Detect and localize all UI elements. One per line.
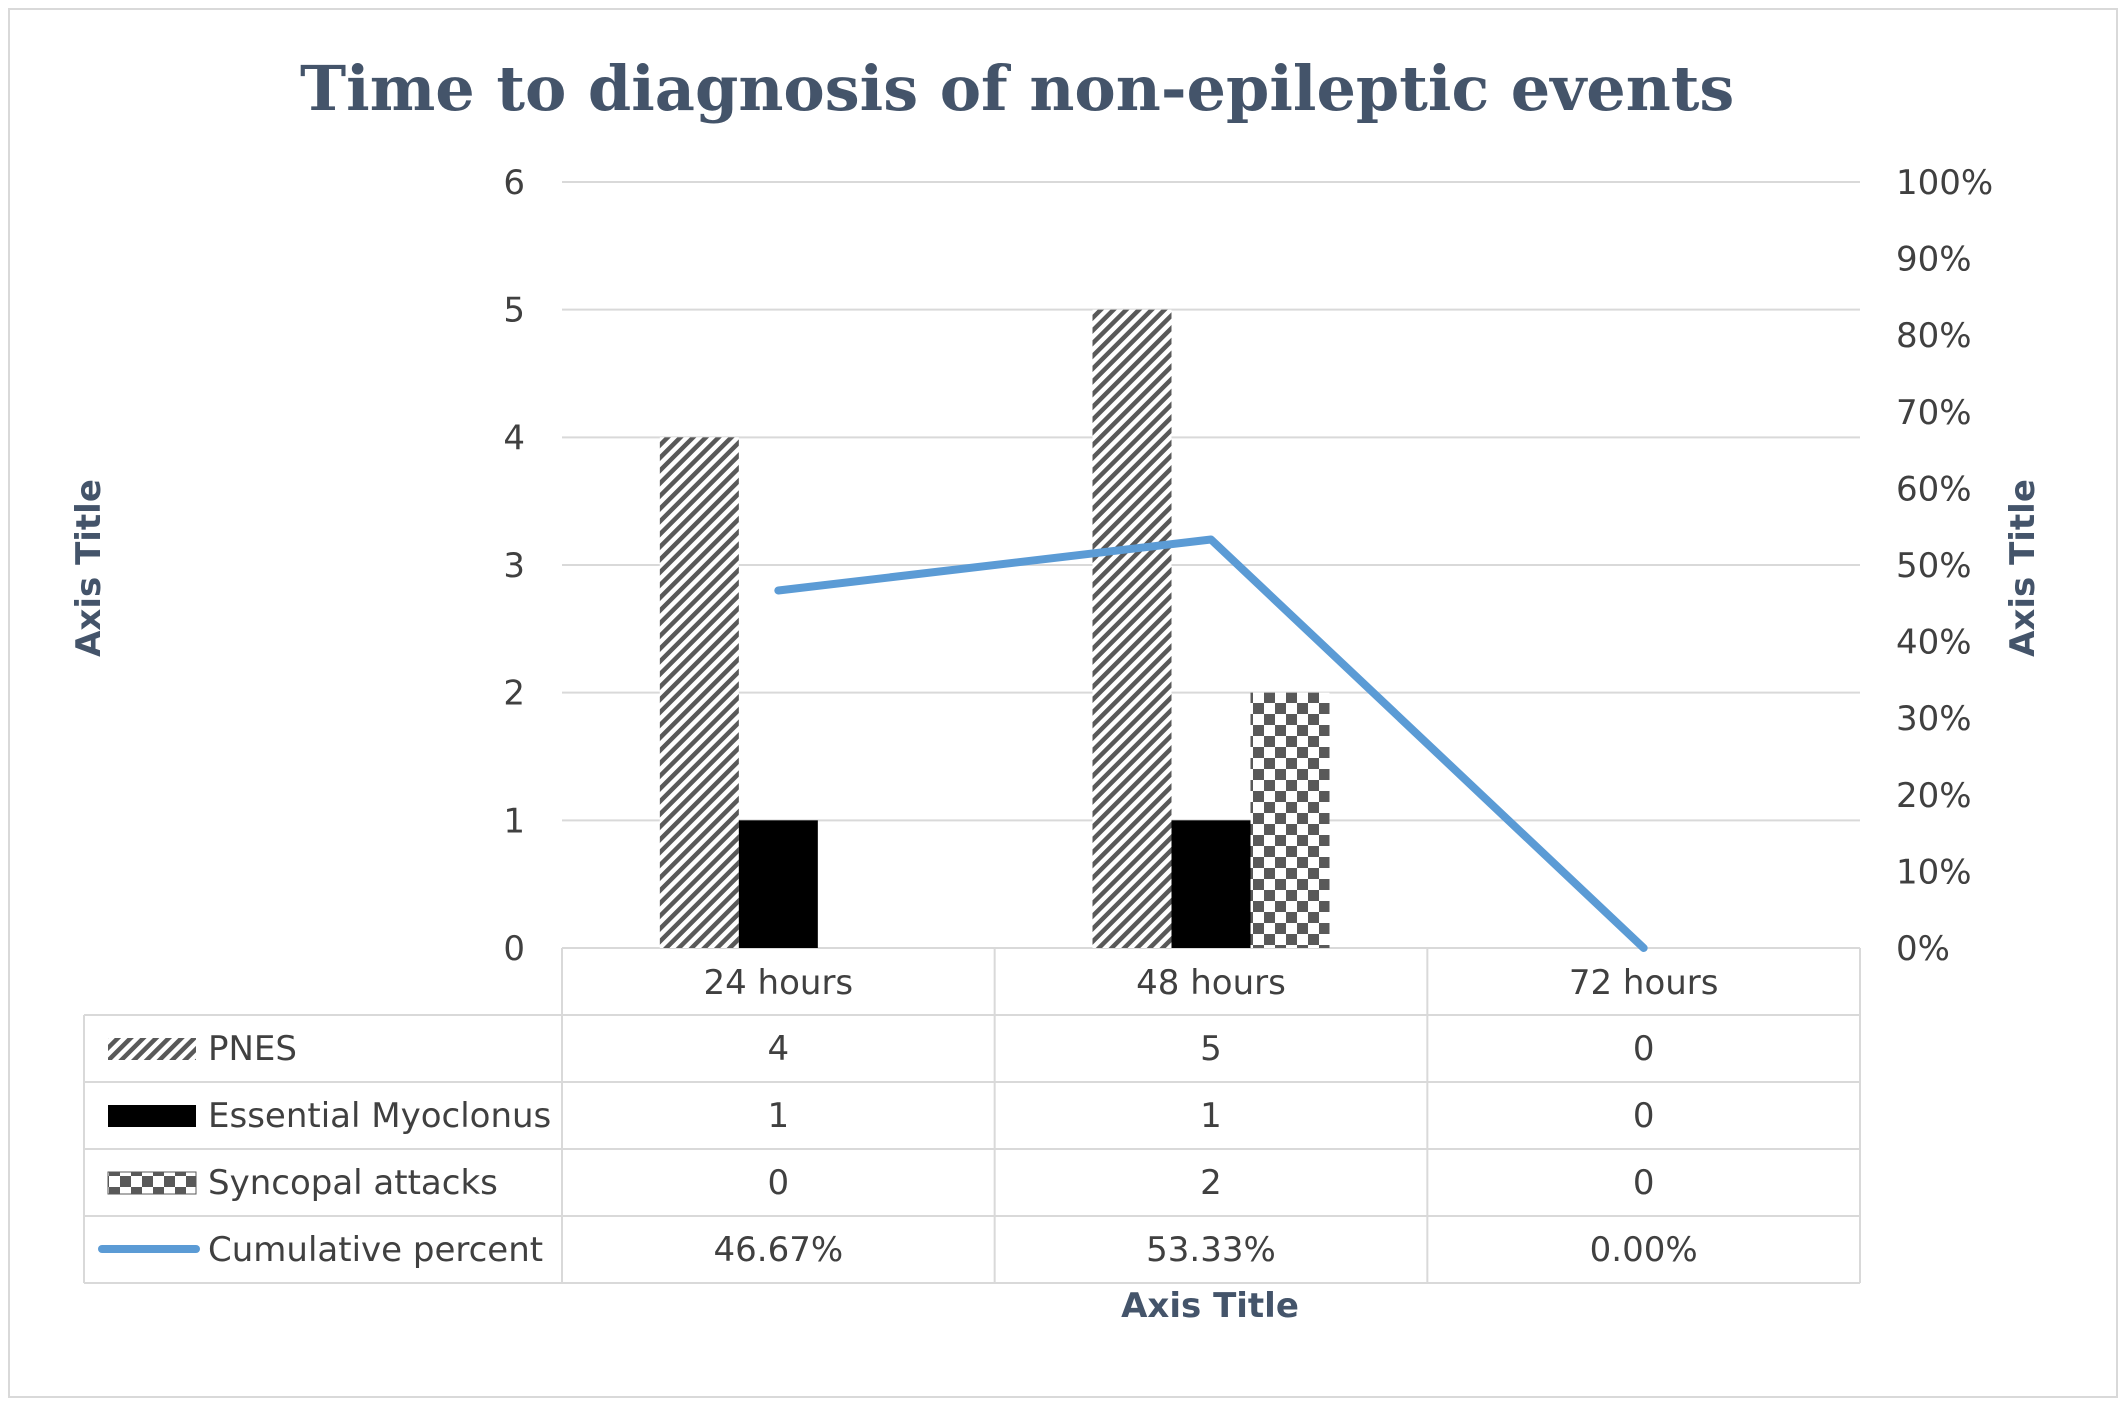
cumulative-line [774,535,1648,952]
table-category-label: 48 hours [1136,963,1286,1003]
y-tick-label: 2 [503,674,525,714]
y2-tick-label: 100% [1896,163,1993,203]
y2-tick-label: 90% [1896,240,1972,280]
bar-syncopal-attacks [1250,692,1330,948]
line-point [1643,947,1645,949]
y-tick-label: 4 [503,418,525,458]
line-point [777,590,779,592]
legend-key-essential-myoclonus [108,1105,196,1127]
table-cell-pnes: 4 [768,1029,790,1069]
y2-axis-title: Axis Title [2003,479,2043,657]
table-cell-pnes: 5 [1200,1029,1222,1069]
legend-key-syncopal-attacks [107,1171,197,1195]
legend-label-cumulative-percent: Cumulative percent [208,1230,543,1270]
x-axis-title: Axis Title [1121,1286,1299,1326]
bars [659,309,1330,949]
table-cell-cumulative-percent: 53.33% [1146,1230,1276,1270]
y2-axis-ticks: 0% 10% 20% 30% 40% 50% 60% 70% 80% 90% 100% [1896,163,1993,969]
y-tick-label: 5 [503,291,525,331]
data-table: 24 hours 48 hours 72 hours PNES 4 5 0 Essential… [83,948,1861,1284]
legend-label-syncopal-attacks: Syncopal attacks [208,1163,498,1203]
y2-tick-label: 40% [1896,623,1972,663]
bar-pnes [659,437,739,948]
y-tick-label: 3 [503,546,525,586]
bar-essential-myoclonus [1171,820,1251,948]
table-cell-syncopal-attacks: 0 [768,1163,790,1203]
y-axis-title: Axis Title [69,479,109,657]
chart-svg: Time to diagnosis of non-epileptic event… [69,52,2043,1326]
y2-tick-label: 0% [1896,929,1950,969]
bar-essential-myoclonus [738,820,818,948]
y2-tick-label: 60% [1896,469,1972,509]
y-tick-label: 6 [503,163,525,203]
y2-tick-label: 70% [1896,393,1972,433]
y2-tick-label: 80% [1896,316,1972,356]
y2-tick-label: 30% [1896,699,1972,739]
table-cell-essential-myoclonus: 1 [1200,1096,1222,1136]
legend-label-pnes: PNES [208,1029,297,1069]
chart-frame: Time to diagnosis of non-epileptic event… [8,8,2118,1398]
table-cell-essential-myoclonus: 1 [768,1096,790,1136]
table-cell-essential-myoclonus: 0 [1633,1096,1655,1136]
table-cell-syncopal-attacks: 0 [1633,1163,1655,1203]
line-point [1210,538,1212,540]
y-axis-ticks: 0 1 2 3 4 5 6 [503,163,525,969]
legend-key-pnes [108,1038,196,1060]
y2-tick-label: 20% [1896,776,1972,816]
bar-pnes [1092,309,1172,949]
chart-title: Time to diagnosis of non-epileptic event… [300,52,1734,125]
table-cell-pnes: 0 [1633,1029,1655,1069]
table-category-label: 72 hours [1569,963,1719,1003]
table-category-label: 24 hours [703,963,853,1003]
y-tick-label: 1 [503,801,525,841]
y-tick-label: 0 [503,929,525,969]
y2-tick-label: 50% [1896,546,1972,586]
table-cell-cumulative-percent: 0.00% [1590,1230,1698,1270]
table-cell-syncopal-attacks: 2 [1200,1163,1222,1203]
y2-tick-label: 10% [1896,852,1972,892]
legend-label-essential-myoclonus: Essential Myoclonus [208,1096,551,1136]
table-cell-cumulative-percent: 46.67% [714,1230,844,1270]
